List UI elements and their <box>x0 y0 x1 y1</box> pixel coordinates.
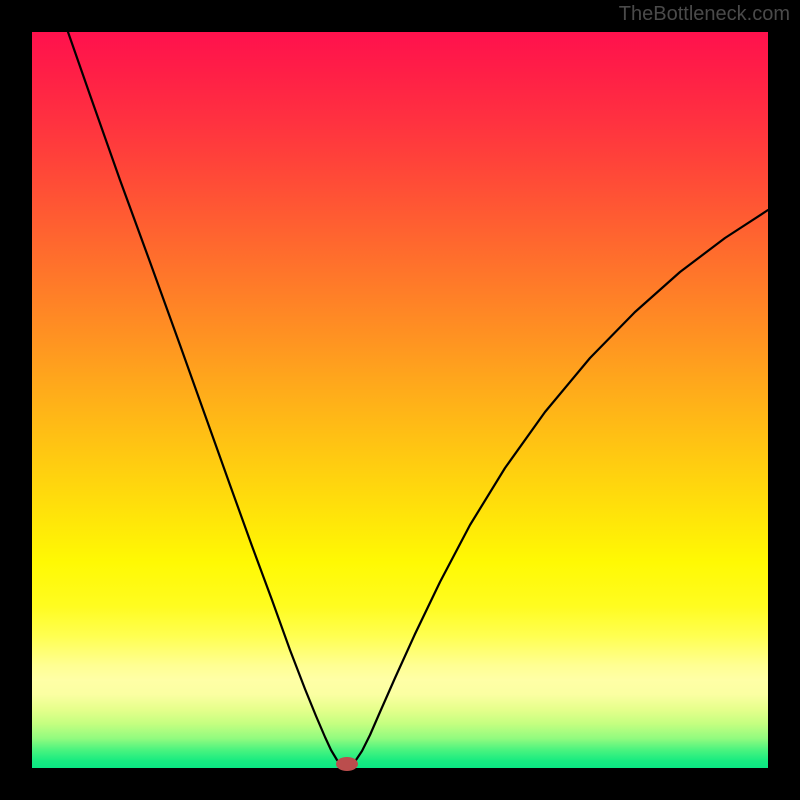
watermark-text: TheBottleneck.com <box>619 3 790 26</box>
plot-area <box>32 32 768 768</box>
chart-svg <box>0 0 800 800</box>
bottleneck-chart: TheBottleneck.com <box>0 0 800 800</box>
minimum-marker <box>336 757 358 771</box>
